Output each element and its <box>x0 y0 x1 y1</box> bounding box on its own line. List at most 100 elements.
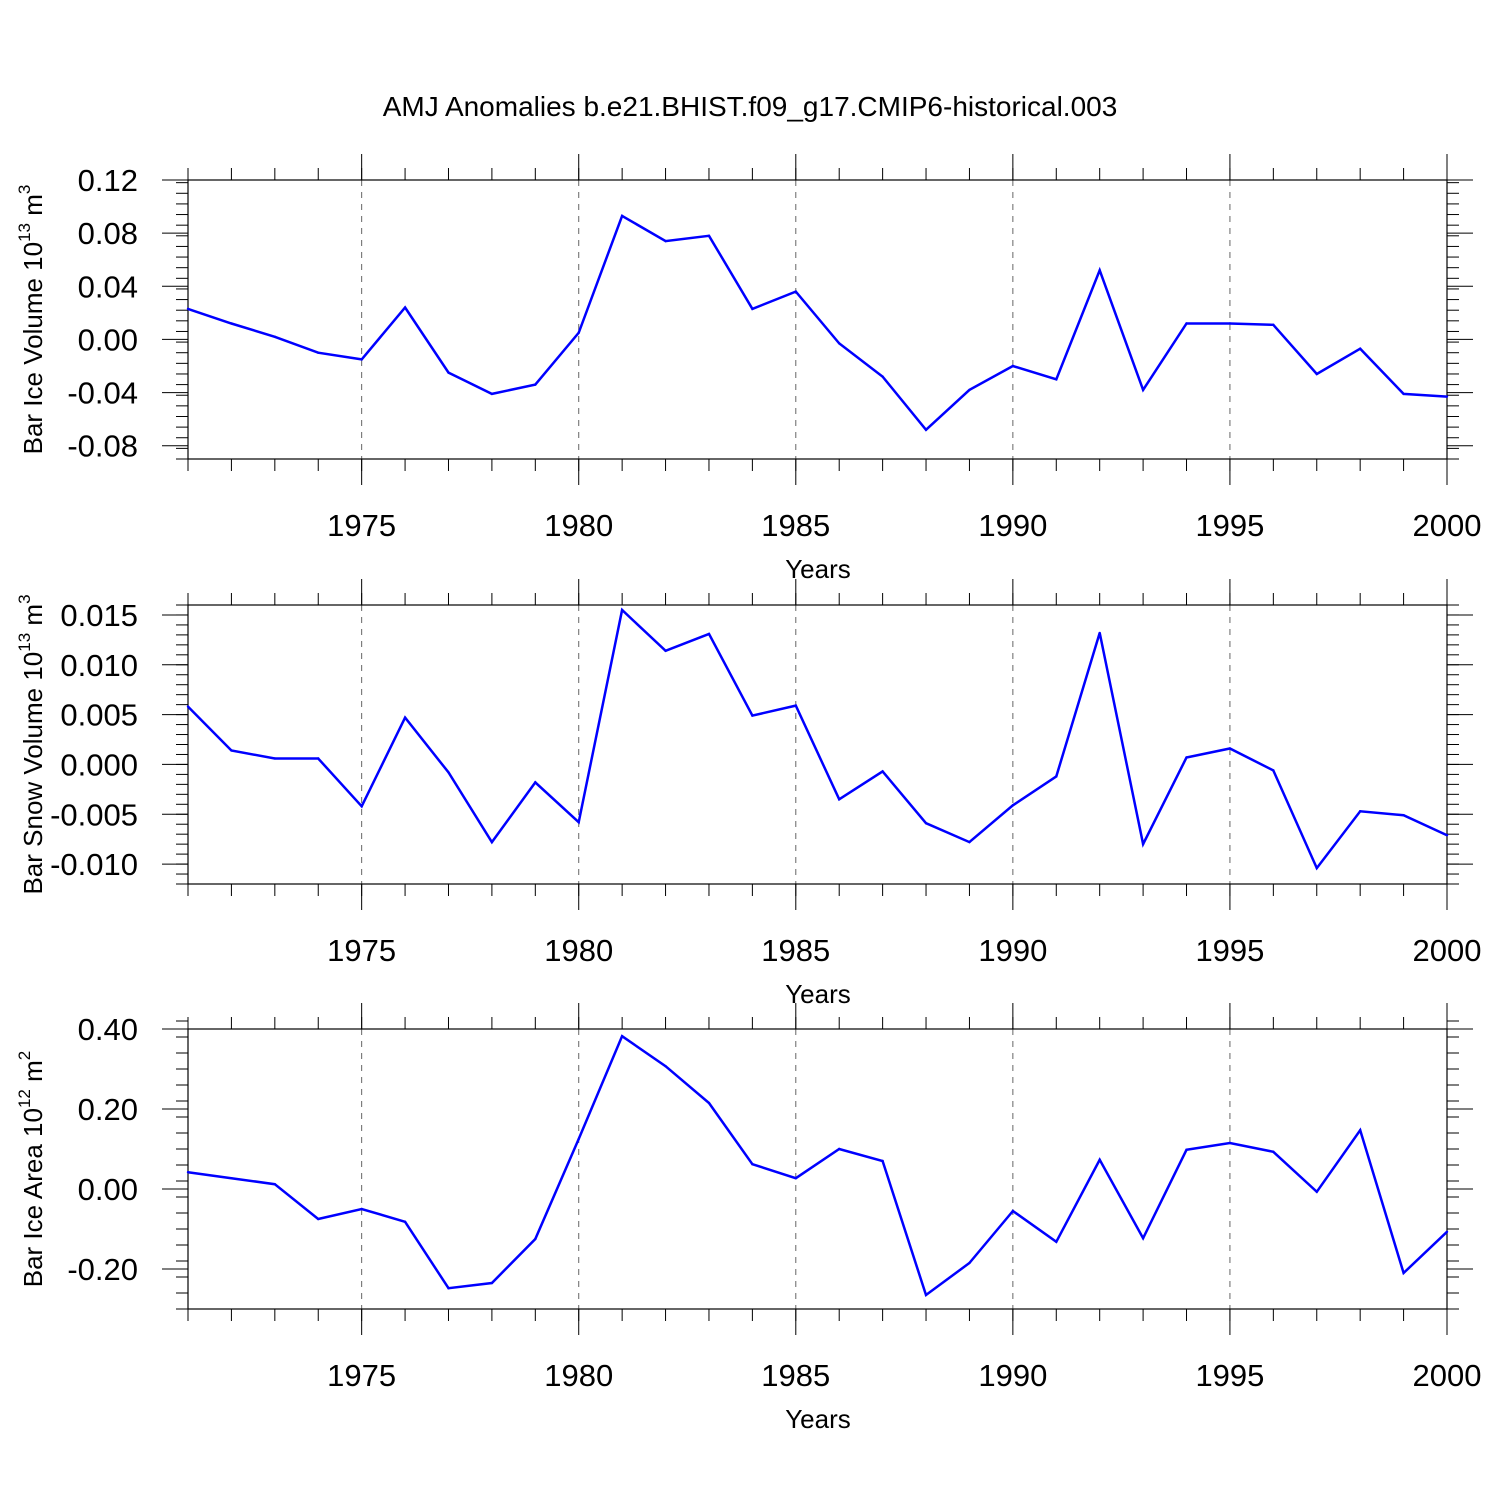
y-tick-label: -0.04 <box>67 376 138 411</box>
data-point <box>577 821 580 824</box>
data-point <box>751 1163 754 1166</box>
data-point <box>707 632 711 636</box>
data-point <box>447 1287 450 1290</box>
data-point <box>1228 747 1232 750</box>
data-point <box>924 822 928 825</box>
data-point <box>447 771 450 774</box>
y-axis-title-superscript: 13 <box>15 633 34 652</box>
y-axis-title-part: Bar Ice Volume 10 <box>18 242 48 454</box>
data-point <box>924 1293 928 1297</box>
data-point <box>1011 364 1015 368</box>
data-point <box>1011 1209 1015 1213</box>
data-point <box>1272 1150 1275 1154</box>
data-point <box>1228 322 1232 325</box>
data-point <box>403 716 407 719</box>
data-point <box>1055 378 1058 381</box>
data-point <box>838 342 841 345</box>
data-point <box>1272 769 1275 772</box>
plot-frame <box>187 1028 1448 1310</box>
data-point <box>1098 631 1101 635</box>
y-axis-title-part: m <box>18 1060 48 1089</box>
x-tick-label: 2000 <box>1413 933 1482 968</box>
data-point <box>360 1207 363 1211</box>
data-point <box>1228 1141 1232 1145</box>
data-point <box>751 714 754 717</box>
data-point <box>1358 810 1362 813</box>
y-axis-title-superscript: 3 <box>15 594 34 603</box>
series-line <box>187 214 1448 432</box>
y-axis-title-superscript: 2 <box>15 1051 34 1060</box>
data-point <box>707 1101 711 1105</box>
plot-frame <box>187 179 1448 460</box>
data-point <box>490 1281 494 1285</box>
data-point <box>1315 1190 1318 1194</box>
data-point <box>794 704 797 707</box>
x-axis-title: Years <box>785 1404 851 1434</box>
data-point <box>751 307 754 311</box>
x-tick-label: 1975 <box>327 933 396 968</box>
y-tick-label: -0.20 <box>67 1252 138 1287</box>
x-tick-label: 1975 <box>327 1358 396 1393</box>
data-point <box>620 1035 624 1038</box>
chart-panels: 1975 1980 1985 1990 1995 2000 0.12 0.08 0.04 0.00… <box>15 154 1481 1434</box>
x-tick-label: 1995 <box>1195 1358 1264 1393</box>
data-point <box>317 757 320 760</box>
y-tick-label: 0.40 <box>78 1012 138 1047</box>
data-point <box>794 1177 797 1180</box>
data-point <box>1098 269 1101 272</box>
y-tick-label: -0.005 <box>50 797 138 832</box>
data-point <box>230 1177 233 1180</box>
y-axis-title-part: m <box>18 604 48 633</box>
data-point <box>186 705 190 708</box>
data-point <box>1098 1158 1101 1162</box>
x-tick-label: 1995 <box>1195 508 1264 543</box>
data-point <box>273 757 277 760</box>
data-point <box>664 1065 667 1068</box>
y-axis-title: Bar Ice Volume 1013 m3 <box>15 185 48 455</box>
y-axis-title-superscript: 12 <box>15 1089 34 1108</box>
x-tick-label: 1990 <box>978 508 1047 543</box>
y-tick-label: 0.005 <box>60 698 138 733</box>
data-point <box>186 307 190 311</box>
data-point <box>1011 804 1015 807</box>
data-point <box>1315 866 1318 870</box>
y-axis-title-part: Bar Snow Volume 10 <box>18 652 48 895</box>
data-point <box>1185 322 1188 325</box>
y-tick-label: 0.12 <box>78 163 138 198</box>
x-tick-label: 1985 <box>761 933 830 968</box>
data-point <box>1185 1148 1188 1152</box>
data-point <box>230 322 233 325</box>
chart-panel-3: 1975 1980 1985 1990 1995 2000 0.40 0.20 0.00 -0.2… <box>15 1003 1481 1434</box>
data-point <box>490 840 494 844</box>
data-point <box>317 1217 320 1221</box>
data-point <box>360 358 363 361</box>
data-point <box>1272 323 1275 327</box>
data-point <box>968 1261 971 1265</box>
y-tick-label: 0.00 <box>78 1172 138 1207</box>
data-point <box>1445 833 1449 837</box>
x-axis-title: Years <box>785 554 851 584</box>
x-tick-label: 1990 <box>978 933 1047 968</box>
data-point <box>1141 1237 1145 1240</box>
data-point <box>881 1159 884 1163</box>
y-tick-label: -0.08 <box>67 429 138 464</box>
data-point <box>273 1183 277 1186</box>
x-tick-label: 1985 <box>761 508 830 543</box>
data-point <box>534 1237 537 1241</box>
data-point <box>707 234 711 237</box>
data-point <box>403 1220 407 1224</box>
y-axis-title-part: Bar Ice Area 10 <box>18 1108 48 1287</box>
y-axis-title-superscript: 13 <box>15 223 34 242</box>
series-line <box>187 607 1448 871</box>
data-point <box>881 375 884 378</box>
x-axis-title: Years <box>785 979 851 1009</box>
y-tick-label: 0.015 <box>60 598 138 633</box>
chart-title: AMJ Anomalies b.e21.BHIST.f09_g17.CMIP6-… <box>383 91 1118 122</box>
data-point <box>534 383 537 386</box>
data-point <box>620 608 624 612</box>
data-point <box>403 306 407 309</box>
y-axis-title: Bar Ice Area 1012 m2 <box>15 1051 48 1288</box>
data-point <box>794 290 797 293</box>
data-point <box>273 335 277 338</box>
